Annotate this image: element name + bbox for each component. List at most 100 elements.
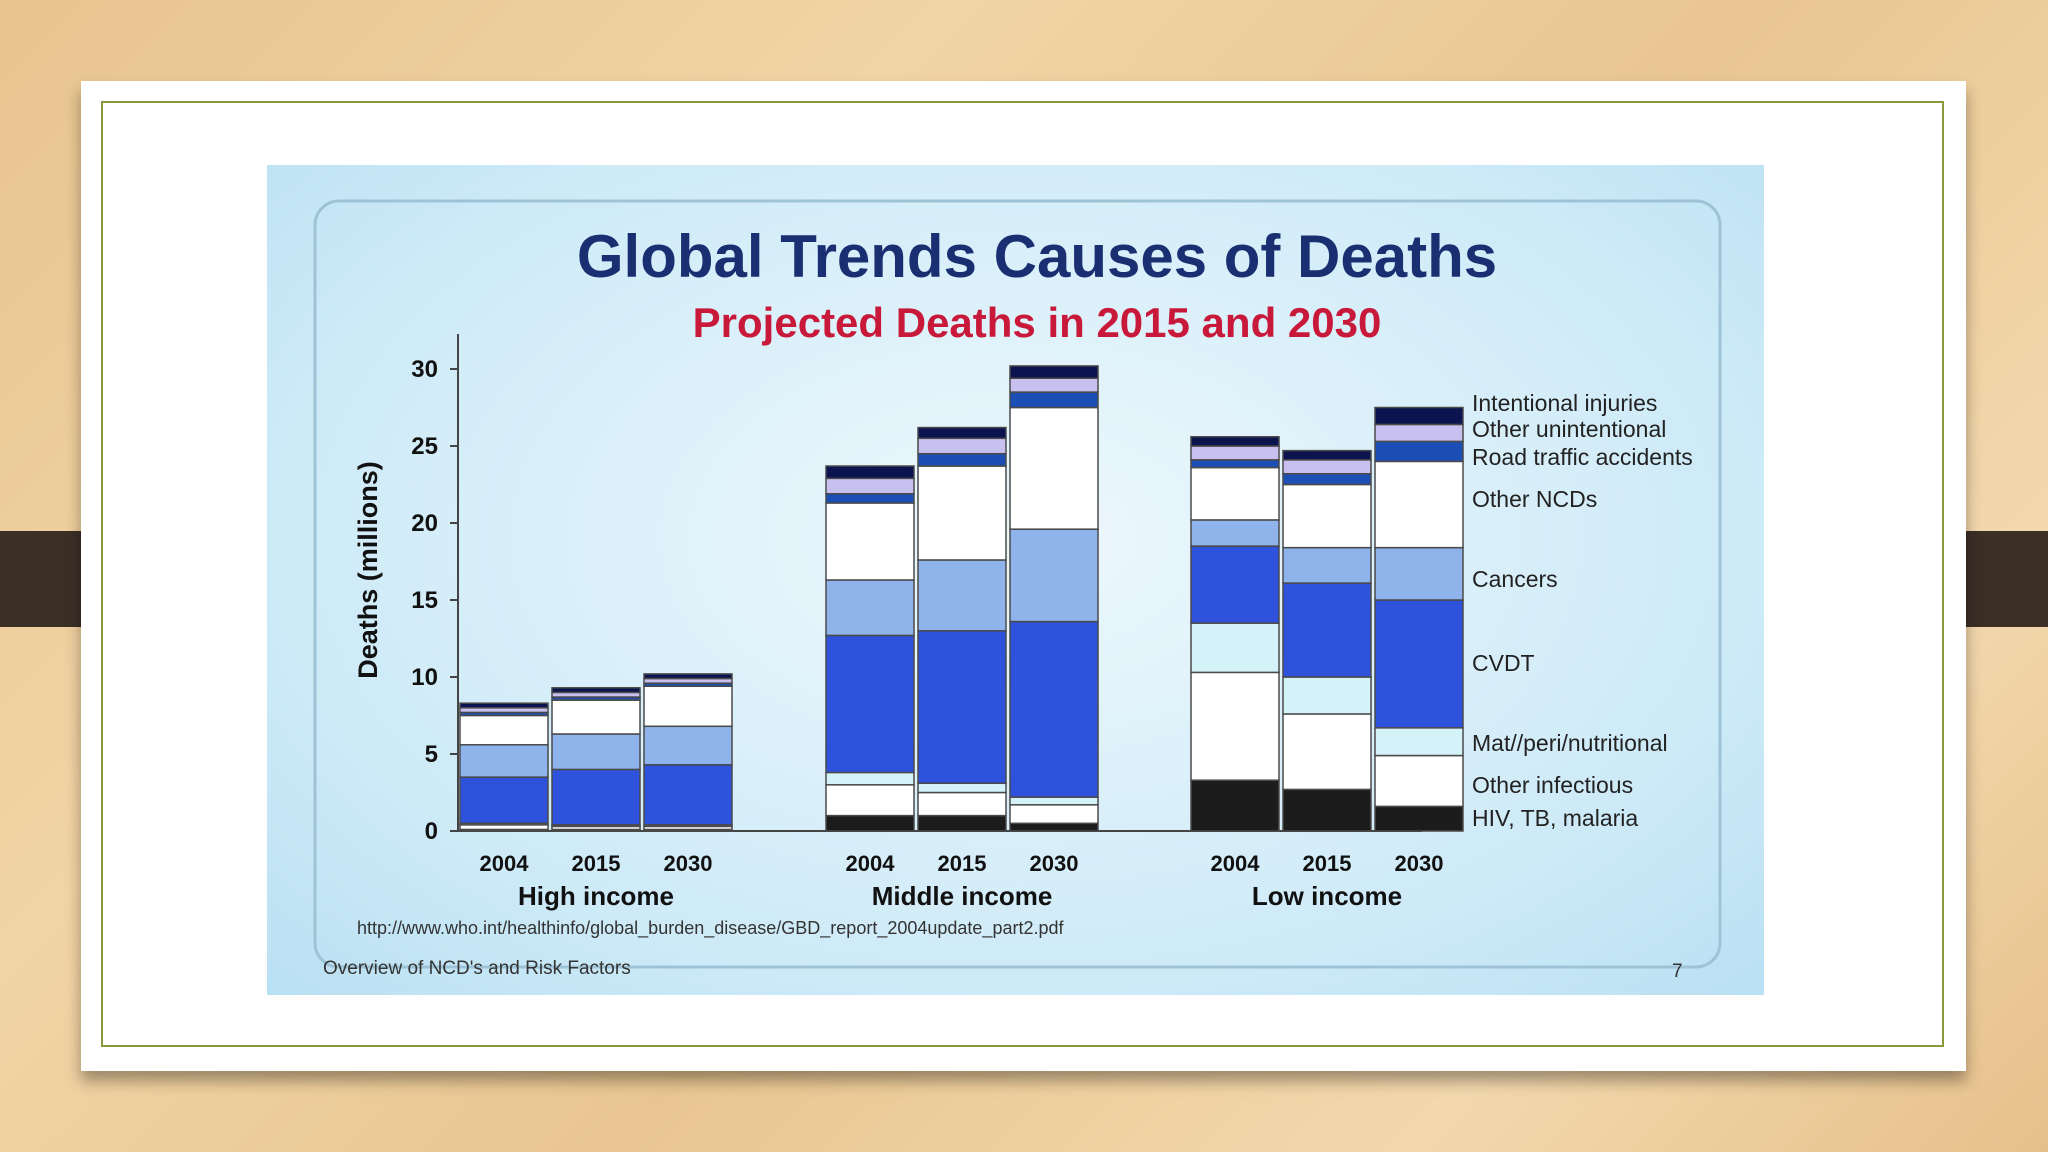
- slide-frame: [101, 101, 1944, 1047]
- bar-segment-other_infectious: [917, 791, 1007, 817]
- bar-segment-cancers: [825, 579, 915, 637]
- bar-segment-cvd: [1282, 582, 1372, 678]
- bar-segment-cvd: [643, 764, 733, 826]
- page-number: 7: [1672, 961, 1683, 982]
- bar-segment-intentional_injuries: [825, 465, 915, 480]
- bar-segment-cancers: [1009, 528, 1099, 623]
- x-tick-label: 2015: [572, 851, 621, 876]
- bar-segment-other_unintentional: [825, 477, 915, 495]
- bar-segment-other_unintentional: [1374, 423, 1464, 443]
- legend-entry: Intentional injuries: [1472, 390, 1657, 416]
- chart-image: Global Trends Causes of Deaths Projected…: [267, 165, 1764, 995]
- bar-segment-cvd: [459, 776, 549, 825]
- bar-segment-other_ncds: [825, 502, 915, 581]
- bar-segment-cvd: [1190, 545, 1280, 624]
- bar-segment-hiv_tb_malaria: [1190, 779, 1280, 832]
- bar-segment-other_ncds: [459, 714, 549, 746]
- legend-entry: Cancers: [1472, 566, 1558, 592]
- bar-segment-other_infectious: [1374, 754, 1464, 808]
- chart-subtitle: Projected Deaths in 2015 and 2030: [693, 299, 1382, 346]
- bar-segment-hiv_tb_malaria: [917, 814, 1007, 832]
- bar-segment-intentional_injuries: [1374, 406, 1464, 426]
- bar-segment-intentional_injuries: [459, 702, 549, 709]
- x-tick-label: 2004: [480, 851, 530, 876]
- slide: Global Trends Causes of Deaths Projected…: [81, 81, 1966, 1071]
- bar-segment-road_traffic: [917, 452, 1007, 467]
- bar-segment-other_ncds: [1190, 466, 1280, 521]
- x-tick-label: 2015: [938, 851, 987, 876]
- bar-segment-hiv_tb_malaria: [1009, 822, 1099, 832]
- y-axis-label: Deaths (millions): [353, 461, 383, 679]
- bar-segment-hiv_tb_malaria: [825, 814, 915, 832]
- y-tick-label: 20: [411, 510, 438, 537]
- right-decor-tab: [1966, 531, 2048, 627]
- footer-text: Overview of NCD's and Risk Factors: [323, 958, 631, 979]
- bar-segment-other_unintentional: [1282, 459, 1372, 475]
- bar-segment-other_infectious: [1190, 671, 1280, 781]
- y-tick-label: 15: [411, 587, 438, 614]
- x-tick-label: 2015: [1303, 851, 1352, 876]
- bar-segment-cancers: [1282, 546, 1372, 584]
- y-tick-label: 30: [411, 356, 438, 383]
- bar-segment-cvd: [551, 768, 641, 826]
- bar-segment-cancers: [643, 725, 733, 766]
- y-tick-label: 10: [411, 664, 438, 691]
- bar-segment-other_unintentional: [1190, 445, 1280, 461]
- bar-segment-other_ncds: [1009, 406, 1099, 530]
- bar-segment-other_ncds: [917, 465, 1007, 561]
- bar-segment-cancers: [1190, 519, 1280, 547]
- bar-segment-intentional_injuries: [1282, 449, 1372, 461]
- bar-segment-other_unintentional: [1009, 377, 1099, 393]
- bar-segment-road_traffic: [1374, 440, 1464, 463]
- bar-segment-mat_peri_nutritional: [1190, 622, 1280, 674]
- bar-segment-intentional_injuries: [917, 426, 1007, 440]
- group-label: Middle income: [872, 881, 1053, 911]
- legend-entry: Other NCDs: [1472, 486, 1597, 512]
- bar-segment-road_traffic: [1282, 472, 1372, 486]
- bar-segment-mat_peri_nutritional: [1282, 676, 1372, 715]
- bar-segment-cvd: [1374, 599, 1464, 729]
- left-decor-tab: [0, 531, 82, 627]
- bar-segment-intentional_injuries: [551, 687, 641, 694]
- bar-segment-road_traffic: [1009, 391, 1099, 409]
- x-tick-label: 2004: [1211, 851, 1261, 876]
- bar-segment-hiv_tb_malaria: [1374, 805, 1464, 832]
- bar-segment-hiv_tb_malaria: [1282, 788, 1372, 832]
- bar-segment-cancers: [1374, 546, 1464, 601]
- bar-segment-mat_peri_nutritional: [825, 771, 915, 786]
- bar-segment-other_unintentional: [917, 437, 1007, 455]
- source-url: http://www.who.int/healthinfo/global_bur…: [357, 918, 1064, 939]
- bar-segment-intentional_injuries: [643, 673, 733, 680]
- bar-segment-other_infectious: [1009, 804, 1099, 825]
- bar-segment-other_infectious: [825, 784, 915, 817]
- legend-entry: Mat//peri/nutritional: [1472, 730, 1668, 756]
- bar-segment-other_ncds: [1282, 483, 1372, 549]
- bar-segment-cancers: [459, 744, 549, 778]
- legend-entry: HIV, TB, malaria: [1472, 805, 1638, 831]
- bar-segment-road_traffic: [1190, 459, 1280, 469]
- bar-segment-mat_peri_nutritional: [1009, 796, 1099, 806]
- bar-segment-cvd: [917, 630, 1007, 785]
- bar-segment-mat_peri_nutritional: [917, 782, 1007, 794]
- bar-segment-other_ncds: [643, 685, 733, 728]
- legend-entry: Other unintentional: [1472, 416, 1666, 442]
- x-tick-label: 2004: [846, 851, 896, 876]
- legend-entry: Road traffic accidents: [1472, 444, 1693, 470]
- x-tick-label: 2030: [664, 851, 713, 876]
- legend-entry: Other infectious: [1472, 772, 1633, 798]
- bar-segment-intentional_injuries: [1190, 436, 1280, 447]
- bar-segment-cancers: [551, 733, 641, 771]
- group-label: High income: [518, 881, 674, 911]
- bar-segment-cvd: [1009, 620, 1099, 798]
- bar-segment-cancers: [917, 559, 1007, 632]
- y-tick-label: 5: [425, 741, 438, 768]
- x-tick-label: 2030: [1395, 851, 1444, 876]
- y-tick-label: 0: [425, 818, 438, 845]
- bar-segment-other_infectious: [1282, 713, 1372, 791]
- bar-segment-mat_peri_nutritional: [1374, 727, 1464, 757]
- chart-panel-border: [313, 199, 1722, 969]
- bar-segment-cvd: [825, 634, 915, 774]
- bar-segment-intentional_injuries: [1009, 365, 1099, 379]
- x-tick-label: 2030: [1030, 851, 1079, 876]
- stacked-bar-chart: Global Trends Causes of Deaths Projected…: [313, 199, 1722, 982]
